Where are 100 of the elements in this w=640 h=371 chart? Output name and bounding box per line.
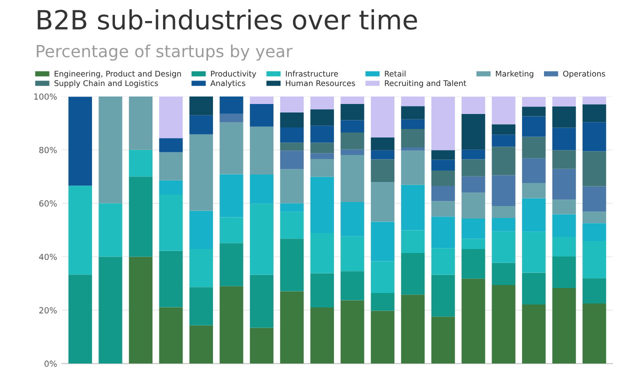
bar	[582, 186, 606, 212]
bar	[128, 150, 153, 177]
bar	[401, 96, 425, 106]
bar	[462, 176, 486, 193]
bar	[280, 112, 304, 128]
bar	[340, 300, 364, 364]
bar	[431, 201, 455, 217]
bar	[462, 248, 486, 279]
bar	[98, 96, 122, 204]
bar	[280, 142, 304, 151]
bar	[128, 256, 153, 364]
bar	[340, 271, 364, 300]
chart-title: B2B sub-industries over time	[38, 9, 417, 30]
bar	[220, 243, 244, 286]
bar	[340, 120, 364, 133]
bar	[401, 252, 425, 295]
bar	[189, 134, 213, 211]
chart-subtitle: Percentage of startups by year	[36, 44, 292, 61]
bar	[370, 137, 394, 150]
bar	[552, 200, 576, 214]
bar	[280, 291, 304, 364]
bar	[552, 150, 576, 169]
bar	[310, 273, 334, 308]
bar	[552, 128, 576, 150]
bar	[250, 104, 274, 127]
bar	[220, 114, 244, 122]
bar	[552, 168, 576, 200]
bar	[492, 285, 516, 364]
y-tick-label: 80%	[39, 146, 57, 154]
bar	[401, 129, 425, 148]
y-tick-label: 0%	[44, 360, 57, 367]
bar	[340, 96, 364, 104]
bar	[582, 303, 606, 364]
bar	[68, 186, 92, 275]
bar	[431, 170, 455, 186]
bar	[340, 149, 364, 155]
bar	[159, 138, 183, 152]
bar	[310, 109, 334, 126]
bar	[220, 96, 244, 114]
bar	[522, 106, 546, 116]
bar	[552, 288, 576, 364]
bar	[431, 186, 455, 202]
bar	[68, 274, 92, 364]
bar	[280, 127, 304, 143]
bar	[189, 96, 213, 116]
bar	[522, 272, 546, 305]
bar	[522, 304, 546, 364]
bar	[250, 126, 274, 174]
bar	[582, 212, 606, 224]
bar	[98, 256, 122, 364]
bar	[552, 96, 576, 106]
bar	[462, 159, 486, 176]
bar	[340, 132, 364, 150]
bar	[401, 150, 425, 185]
bar	[582, 96, 606, 104]
bar	[280, 96, 304, 112]
y-tick-label: 40%	[39, 254, 57, 260]
bar	[522, 158, 546, 184]
bar	[189, 115, 213, 134]
bar	[310, 126, 334, 143]
bar	[189, 287, 213, 326]
bar	[522, 136, 546, 158]
bar	[582, 151, 606, 186]
bar	[250, 328, 274, 364]
y-tick-label: 60%	[39, 200, 57, 207]
bar	[401, 294, 425, 364]
bar	[492, 206, 516, 218]
bar	[431, 274, 455, 317]
bar	[370, 96, 394, 138]
bar	[492, 262, 516, 286]
bar	[401, 106, 425, 120]
bar	[552, 106, 576, 128]
bar	[98, 203, 122, 257]
bar	[310, 142, 334, 154]
bar	[340, 154, 364, 202]
bar	[522, 116, 546, 137]
bar	[522, 183, 546, 198]
bar	[492, 146, 516, 176]
bar	[68, 96, 92, 186]
bar	[128, 176, 153, 257]
bar	[280, 150, 304, 170]
y-tick-label: 100%	[34, 93, 57, 100]
bar	[401, 147, 425, 151]
bar	[370, 293, 394, 311]
bar	[492, 96, 516, 124]
bar	[310, 153, 334, 159]
bar	[492, 175, 516, 206]
bar	[159, 307, 183, 364]
bar	[159, 96, 183, 138]
bar	[159, 250, 183, 308]
bar	[220, 286, 244, 364]
bar	[310, 307, 334, 364]
bar	[220, 122, 244, 174]
bar	[492, 134, 516, 147]
bar	[462, 192, 486, 219]
bar	[492, 124, 516, 135]
bar	[370, 182, 394, 222]
bar	[552, 256, 576, 288]
bar	[462, 114, 486, 150]
bar	[280, 238, 304, 292]
